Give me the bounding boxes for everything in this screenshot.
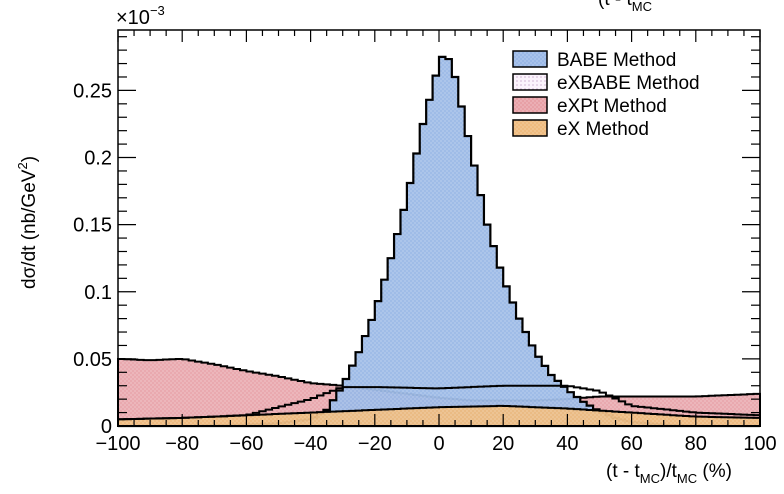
- corner-label-sub: MC: [632, 0, 652, 14]
- x-tick-label: 100: [743, 433, 776, 455]
- y-exponent-label: ×10−3: [116, 3, 165, 29]
- y-axis-title-tail: ): [19, 156, 40, 162]
- x-tick-label: −100: [95, 433, 140, 455]
- y-exponent-base: ×10: [116, 7, 150, 29]
- axis-ticks: −100 −80 −60 −40 −20 0 20 40 60 80 100 0 0.05 0.1 0.15…: [73, 30, 777, 455]
- x-tick-label: −20: [358, 433, 392, 455]
- x-axis-title-sub: MC: [640, 471, 660, 486]
- x-axis-title-tail: (%): [697, 461, 732, 482]
- corner-label-main: (t - t: [598, 0, 632, 10]
- x-tick-label: 60: [620, 433, 642, 455]
- y-tick-label: 0.1: [84, 282, 112, 304]
- y-tick-label: 0.2: [84, 148, 112, 170]
- x-tick-label: 40: [556, 433, 578, 455]
- legend-swatch-exbabe-method: [512, 73, 548, 91]
- x-tick-label: −80: [165, 433, 199, 455]
- x-axis-title-mid: )/t: [660, 461, 678, 482]
- y-exponent-power: −3: [150, 3, 165, 18]
- legend-label-babe-method: BABE Method: [557, 50, 676, 71]
- y-axis-title: dσ/dt (nb/GeV2): [15, 156, 40, 289]
- x-axis-title: (t - tMC)/tMC (%): [606, 461, 732, 486]
- y-tick-label: 0: [101, 416, 112, 438]
- y-axis-title-sup: 2: [15, 162, 30, 169]
- legend-label-expt-method: eXPt Method: [557, 96, 667, 117]
- legend-swatch-expt-method: [512, 96, 548, 114]
- corner-label: (t - tMC: [598, 0, 652, 14]
- x-axis-title-main: (t - t: [606, 461, 640, 482]
- y-tick-label: 0.25: [73, 80, 112, 102]
- series-exbabe-method: [117, 384, 761, 427]
- x-tick-label: −40: [294, 433, 328, 455]
- x-tick-label: 0: [433, 433, 444, 455]
- legend-swatch-babe-method: [512, 50, 548, 68]
- legend-swatch-ex-method: [512, 119, 548, 137]
- y-axis-title-main: dσ/dt (nb/GeV: [19, 169, 40, 289]
- x-tick-label: −60: [229, 433, 263, 455]
- legend-label-ex-method: eX Method: [557, 119, 649, 140]
- x-axis-title-sub2: MC: [677, 471, 697, 486]
- y-tick-label: 0.15: [73, 215, 112, 237]
- y-tick-label: 0.05: [73, 349, 112, 371]
- x-tick-label: 20: [492, 433, 514, 455]
- x-tick-label: 80: [685, 433, 707, 455]
- legend-label-exbabe-method: eXBABE Method: [557, 73, 700, 94]
